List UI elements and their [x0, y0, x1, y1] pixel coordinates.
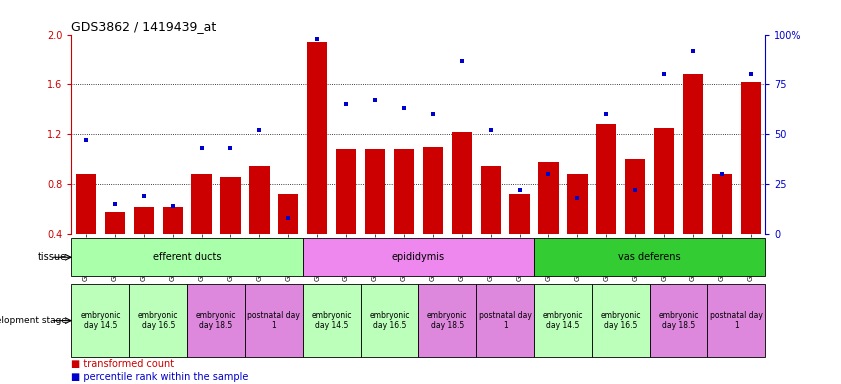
Point	[628, 187, 642, 194]
Bar	[538, 162, 558, 284]
Text: epididymis: epididymis	[392, 252, 445, 262]
Point	[484, 127, 497, 134]
Bar	[534, 238, 765, 276]
Point	[513, 187, 526, 194]
Text: embryonic
day 18.5: embryonic day 18.5	[659, 311, 699, 330]
Point	[744, 71, 758, 78]
Text: embryonic
day 16.5: embryonic day 16.5	[138, 311, 178, 330]
Point	[571, 195, 584, 201]
Bar	[278, 194, 299, 284]
Bar	[534, 284, 592, 357]
Point	[195, 145, 209, 151]
Text: development stage: development stage	[0, 316, 67, 325]
Text: postnatal day
1: postnatal day 1	[479, 311, 532, 330]
Point	[224, 145, 237, 151]
Bar	[592, 284, 649, 357]
Bar	[510, 194, 530, 284]
Bar	[452, 132, 472, 284]
Bar	[423, 147, 443, 284]
Bar	[625, 159, 645, 284]
Point	[715, 171, 728, 177]
Point	[252, 127, 266, 134]
Bar	[336, 149, 357, 284]
Point	[166, 203, 179, 209]
Point	[340, 101, 353, 108]
Bar	[192, 174, 212, 284]
Bar	[707, 284, 765, 357]
Text: embryonic
day 14.5: embryonic day 14.5	[80, 311, 120, 330]
Point	[600, 111, 613, 118]
Bar	[741, 82, 761, 284]
Point	[426, 111, 440, 118]
Bar	[361, 284, 419, 357]
Text: embryonic
day 16.5: embryonic day 16.5	[600, 311, 641, 330]
Bar	[76, 174, 96, 284]
Point	[542, 171, 555, 177]
Bar	[596, 124, 616, 284]
Bar	[187, 284, 245, 357]
Text: embryonic
day 18.5: embryonic day 18.5	[196, 311, 236, 330]
Text: GDS3862 / 1419439_at: GDS3862 / 1419439_at	[71, 20, 217, 33]
Bar	[568, 174, 588, 284]
Text: ■ transformed count: ■ transformed count	[71, 359, 175, 369]
Bar	[134, 207, 154, 284]
Bar	[303, 238, 534, 276]
Point	[310, 35, 324, 41]
Text: embryonic
day 16.5: embryonic day 16.5	[369, 311, 410, 330]
Bar	[418, 284, 476, 357]
Point	[108, 201, 122, 207]
Point	[368, 98, 382, 104]
Text: postnatal day
1: postnatal day 1	[710, 311, 763, 330]
Point	[137, 193, 151, 199]
Bar	[71, 238, 303, 276]
Bar	[130, 284, 187, 357]
Bar	[476, 284, 534, 357]
Bar	[480, 166, 500, 284]
Point	[686, 48, 700, 54]
Bar	[394, 149, 414, 284]
Bar	[245, 284, 303, 357]
Bar	[303, 284, 361, 357]
Bar	[249, 166, 269, 284]
Text: vas deferens: vas deferens	[618, 252, 681, 262]
Bar	[365, 149, 385, 284]
Bar	[649, 284, 707, 357]
Text: postnatal day
1: postnatal day 1	[247, 311, 300, 330]
Text: embryonic
day 14.5: embryonic day 14.5	[311, 311, 352, 330]
Text: tissue: tissue	[38, 252, 67, 262]
Point	[79, 137, 93, 144]
Text: embryonic
day 14.5: embryonic day 14.5	[542, 311, 583, 330]
Point	[397, 105, 410, 111]
Point	[658, 71, 671, 78]
Bar	[220, 177, 241, 284]
Text: efferent ducts: efferent ducts	[153, 252, 221, 262]
Bar	[683, 74, 703, 284]
Bar	[711, 174, 732, 284]
Bar	[654, 128, 674, 284]
Point	[282, 215, 295, 221]
Point	[455, 58, 468, 64]
Bar	[105, 212, 125, 284]
Bar	[307, 42, 327, 284]
Text: ■ percentile rank within the sample: ■ percentile rank within the sample	[71, 372, 249, 382]
Bar	[162, 207, 182, 284]
Text: embryonic
day 18.5: embryonic day 18.5	[427, 311, 468, 330]
Bar	[71, 284, 130, 357]
